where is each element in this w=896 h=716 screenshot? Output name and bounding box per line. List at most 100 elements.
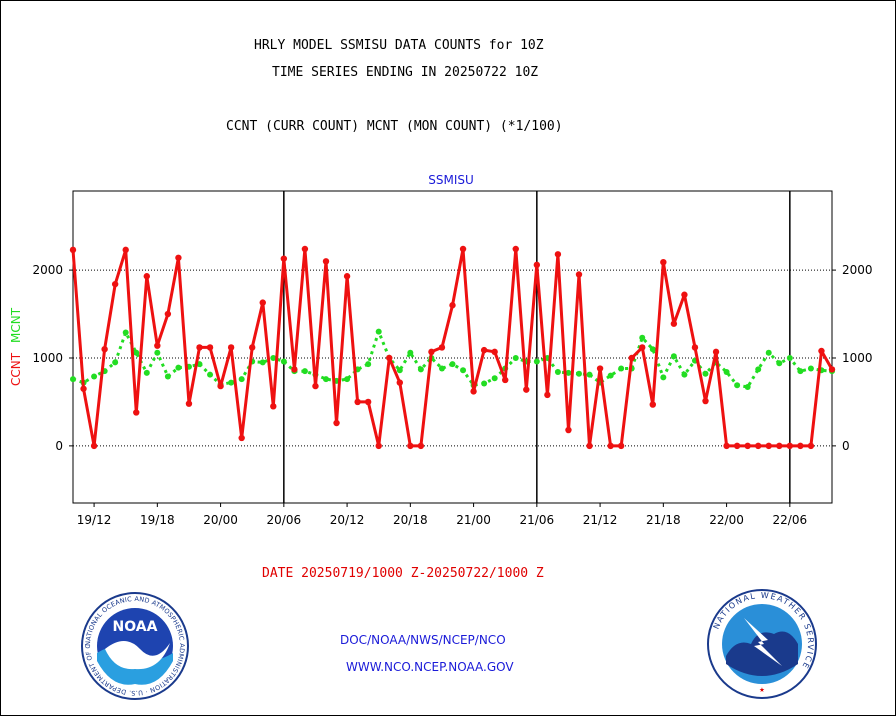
point-mcnt-37: [460, 367, 467, 374]
point-ccnt-23: [312, 382, 319, 390]
point-mcnt-35: [438, 365, 445, 372]
point-mcnt-64: [744, 383, 751, 390]
point-ccnt-16: [238, 434, 245, 442]
point-mcnt-5: [122, 329, 129, 336]
point-ccnt-12: [196, 344, 203, 351]
date-range: DATE 20250719/1000 Z-20250722/1000 Z: [262, 566, 544, 581]
point-ccnt-22: [301, 245, 309, 253]
y-tick-right-2: 2000: [842, 263, 873, 277]
point-ccnt-32: [407, 442, 414, 450]
point-ccnt-0: [69, 246, 77, 254]
y-tick-right-0: 0: [842, 439, 850, 453]
point-mcnt-32: [407, 349, 414, 356]
series-line-ccnt: [71, 247, 834, 448]
point-mcnt-29: [375, 328, 382, 335]
point-ccnt-26: [343, 273, 351, 280]
point-mcnt-33: [417, 366, 424, 373]
point-ccnt-57: [670, 320, 678, 327]
header-line-2: TIME SERIES ENDING IN 20250722 10Z: [272, 65, 539, 80]
point-ccnt-3: [101, 345, 108, 353]
point-mcnt-70: [807, 365, 814, 372]
point-ccnt-20: [280, 255, 288, 262]
point-mcnt-69: [797, 368, 804, 375]
point-mcnt-10: [175, 364, 182, 371]
point-ccnt-70: [807, 442, 815, 450]
point-ccnt-61: [712, 348, 720, 356]
url-text: WWW.NCO.NCEP.NOAA.GOV: [346, 660, 514, 674]
point-mcnt-9: [164, 373, 171, 380]
x-tick-label-9: 21/18: [646, 513, 681, 527]
point-ccnt-43: [523, 386, 530, 393]
point-ccnt-6: [133, 409, 140, 416]
series-ccnt: [69, 245, 836, 450]
point-mcnt-22: [301, 368, 308, 375]
point-ccnt-71: [818, 347, 825, 355]
point-mcnt-68: [786, 354, 793, 361]
point-mcnt-18: [259, 359, 266, 366]
point-mcnt-7: [143, 369, 150, 376]
point-ccnt-13: [206, 344, 214, 351]
y-tick-right-1: 1000: [842, 351, 873, 365]
point-mcnt-16: [238, 376, 245, 383]
point-ccnt-54: [639, 344, 646, 351]
header-line-3: CCNT (CURR COUNT) MCNT (MON COUNT) (*1/1…: [226, 119, 563, 134]
point-ccnt-10: [175, 254, 182, 261]
point-ccnt-52: [617, 442, 625, 450]
point-mcnt-20: [280, 358, 287, 365]
point-ccnt-29: [375, 442, 382, 450]
plot-area-border: [72, 190, 833, 504]
point-ccnt-34: [428, 348, 435, 356]
point-ccnt-59: [691, 344, 699, 351]
point-ccnt-66: [765, 442, 772, 450]
point-ccnt-7: [143, 273, 150, 280]
x-tick-label-10: 22/00: [709, 513, 744, 527]
point-ccnt-64: [744, 442, 751, 450]
point-mcnt-40: [491, 375, 498, 382]
point-mcnt-31: [396, 367, 403, 374]
point-mcnt-49: [586, 371, 593, 378]
point-mcnt-36: [449, 361, 456, 368]
point-ccnt-69: [797, 442, 804, 450]
point-mcnt-51: [607, 372, 614, 379]
x-tick-label-4: 20/12: [330, 513, 365, 527]
point-ccnt-63: [733, 442, 741, 450]
point-ccnt-40: [491, 348, 498, 356]
x-tick-label-6: 21/00: [456, 513, 491, 527]
nws-logo: NATIONAL WEATHER SERVICE ★: [707, 589, 817, 699]
point-mcnt-65: [755, 366, 762, 373]
point-ccnt-35: [438, 344, 446, 351]
noaa-logo: NOAA NATIONAL OCEANIC AND ATMOSPHERIC AD…: [80, 591, 189, 700]
point-mcnt-19: [270, 354, 277, 361]
org-text: DOC/NOAA/NWS/NCEP/NCO: [340, 633, 506, 647]
point-mcnt-6: [133, 349, 140, 356]
y-tick-labels: 0 0 1000 1000 2000 2000: [32, 263, 872, 453]
point-ccnt-28: [364, 398, 372, 406]
point-ccnt-48: [575, 271, 583, 278]
point-mcnt-0: [70, 376, 76, 383]
point-mcnt-39: [481, 380, 488, 387]
point-mcnt-4: [112, 359, 119, 366]
point-ccnt-21: [291, 366, 298, 373]
noaa-logo-center: NOAA: [113, 619, 158, 635]
point-ccnt-14: [217, 382, 224, 390]
point-ccnt-9: [164, 310, 172, 318]
point-ccnt-60: [702, 397, 709, 405]
day-boundary-lines: [283, 191, 791, 503]
x-tick-label-3: 20/06: [267, 513, 302, 527]
y-tick-left-1: 1000: [32, 351, 63, 365]
point-ccnt-68: [786, 442, 794, 450]
point-ccnt-44: [533, 261, 541, 269]
svg-text:★: ★: [759, 685, 765, 695]
point-ccnt-38: [470, 388, 477, 395]
point-ccnt-15: [227, 344, 235, 351]
point-ccnt-39: [480, 346, 488, 354]
y-axis-label-mcnt: MCNT: [9, 307, 23, 343]
y-tick-left-2: 2000: [32, 263, 63, 277]
point-mcnt-58: [681, 371, 688, 378]
point-ccnt-4: [111, 280, 119, 288]
point-ccnt-8: [154, 342, 161, 349]
point-mcnt-28: [365, 361, 372, 368]
point-mcnt-8: [154, 349, 161, 356]
point-ccnt-58: [681, 291, 688, 298]
